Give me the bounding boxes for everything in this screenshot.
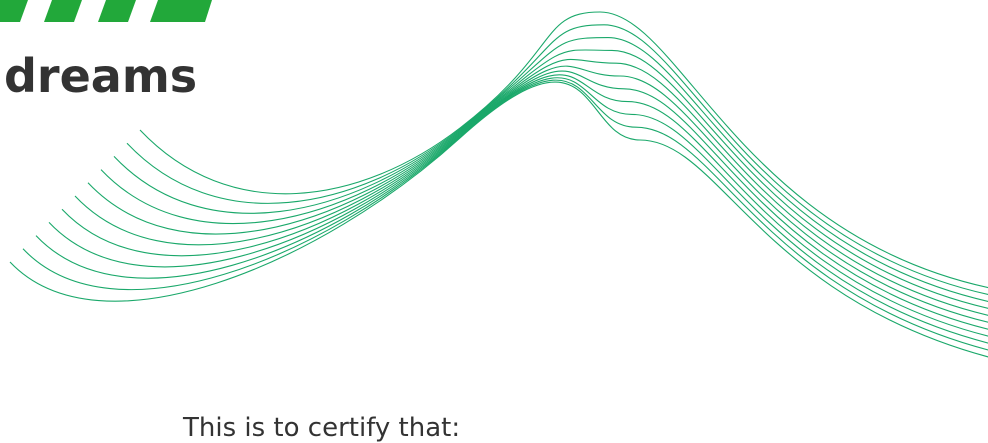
tagline: dreams	[4, 49, 197, 103]
wave-line	[22, 79, 988, 351]
wave-line	[139, 11, 988, 288]
wave-line	[9, 81, 988, 358]
wave-line	[87, 58, 988, 316]
wave-line	[113, 37, 988, 302]
intro-text: This is to certify that:	[182, 413, 460, 443]
logo	[0, 0, 212, 22]
logo-shape	[150, 0, 212, 22]
wave-line	[35, 77, 988, 344]
logo-shape	[0, 0, 28, 22]
wave-line	[61, 70, 988, 330]
wave-line	[74, 65, 988, 323]
logo-shape	[98, 0, 136, 22]
wave-line	[100, 49, 988, 309]
logo-shape	[44, 0, 82, 22]
wave-line	[48, 74, 988, 337]
wave-lines	[9, 11, 988, 358]
wave-line	[126, 24, 988, 295]
